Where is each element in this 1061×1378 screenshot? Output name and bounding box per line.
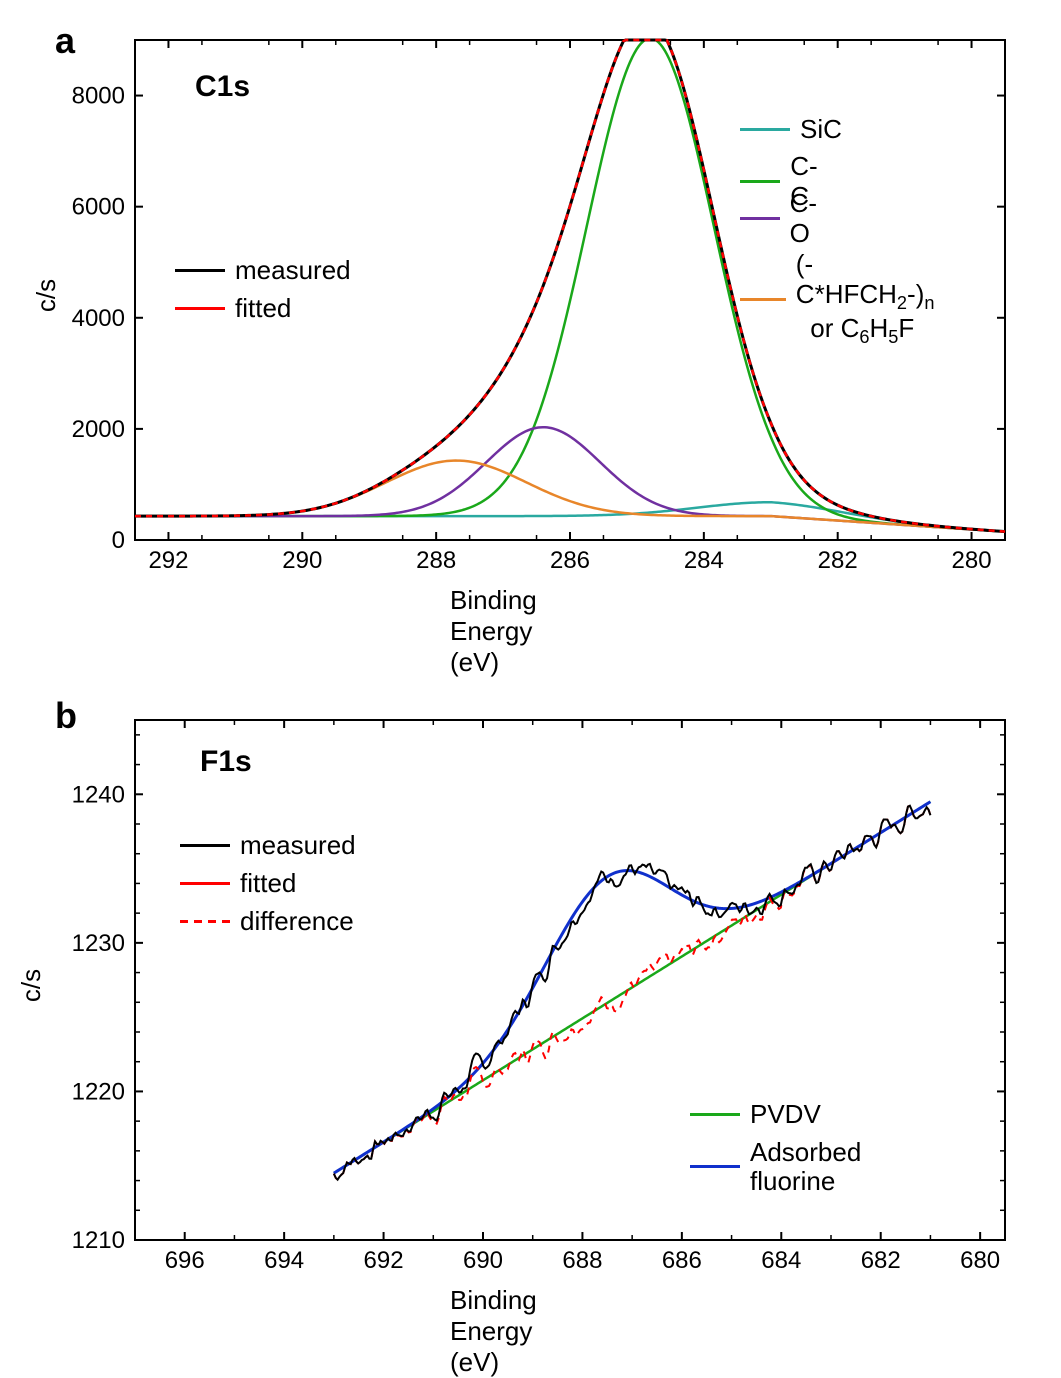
svg-text:1240: 1240: [72, 781, 125, 808]
panel-b-xlabel: Binding Energy (eV): [450, 1285, 537, 1378]
panel-a-xlabel: Binding Energy (eV): [450, 585, 537, 678]
svg-text:684: 684: [761, 1247, 801, 1274]
svg-text:280: 280: [952, 547, 992, 574]
svg-text:0: 0: [112, 527, 125, 554]
svg-text:682: 682: [861, 1247, 901, 1274]
panel-a-ylabel: c/s: [31, 279, 62, 312]
panel-b-svg: 696 694 692 690 688 686 684 682 680 1210 1220 1230 1…: [0, 680, 1061, 1320]
svg-text:2000: 2000: [72, 416, 125, 443]
svg-text:284: 284: [684, 547, 724, 574]
svg-text:1210: 1210: [72, 1227, 125, 1254]
svg-text:690: 690: [463, 1247, 503, 1274]
svg-text:694: 694: [264, 1247, 304, 1274]
legend-item: difference: [180, 906, 354, 937]
legend-item: fitted: [175, 293, 291, 324]
svg-text:1230: 1230: [72, 930, 125, 957]
svg-text:292: 292: [148, 547, 188, 574]
panel-b-ylabel: c/s: [16, 969, 47, 1002]
svg-text:680: 680: [960, 1247, 1000, 1274]
legend-item: Adsorbedfluorine: [690, 1138, 861, 1195]
legend-item: (-C*HFCH2-)n or C6H5F: [740, 250, 939, 348]
svg-text:288: 288: [416, 547, 456, 574]
svg-text:282: 282: [818, 547, 858, 574]
legend-item: C-O: [740, 189, 827, 249]
svg-text:286: 286: [550, 547, 590, 574]
svg-text:688: 688: [562, 1247, 602, 1274]
legend-item: SiC: [740, 115, 842, 145]
legend-item: measured: [180, 830, 356, 861]
legend-item: PVDV: [690, 1100, 821, 1129]
svg-text:692: 692: [364, 1247, 404, 1274]
svg-text:686: 686: [662, 1247, 702, 1274]
svg-text:4000: 4000: [72, 305, 125, 332]
svg-text:1220: 1220: [72, 1078, 125, 1105]
legend-item: measured: [175, 255, 351, 286]
svg-text:6000: 6000: [72, 194, 125, 221]
svg-text:8000: 8000: [72, 83, 125, 110]
legend-item: fitted: [180, 868, 296, 899]
svg-text:696: 696: [165, 1247, 205, 1274]
svg-text:290: 290: [282, 547, 322, 574]
